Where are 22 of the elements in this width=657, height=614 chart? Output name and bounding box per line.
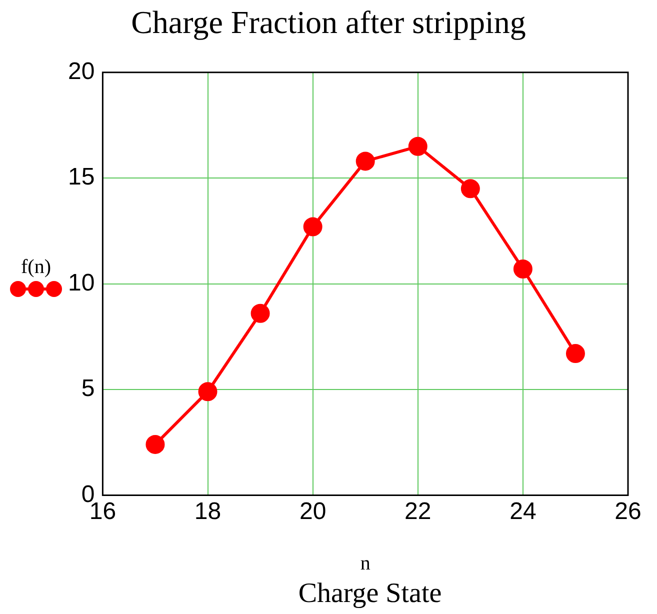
x-tick-label: 20 xyxy=(299,498,326,526)
chart-title: Charge Fraction after stripping xyxy=(130,4,527,41)
text: f(n) xyxy=(20,256,52,279)
y-tick-label: 10 xyxy=(68,269,95,296)
x-axis-title: n xyxy=(360,552,370,574)
point xyxy=(356,152,375,171)
point xyxy=(250,304,270,323)
point xyxy=(513,260,532,278)
x-tick-label: 22 xyxy=(404,498,432,526)
point xyxy=(146,434,165,454)
point xyxy=(408,136,428,156)
y-tick-label: 20 xyxy=(68,58,95,86)
x-tick-label: 18 xyxy=(194,498,222,526)
point xyxy=(303,217,322,236)
y-tick-label: 15 xyxy=(68,164,95,191)
x-tick-label: 24 xyxy=(510,498,536,526)
y-tick-label: 5 xyxy=(81,375,95,402)
x-tick-label: 26 xyxy=(614,498,642,526)
point xyxy=(566,344,585,364)
text: Charge State xyxy=(297,578,443,610)
point xyxy=(198,382,218,402)
point xyxy=(460,179,480,198)
